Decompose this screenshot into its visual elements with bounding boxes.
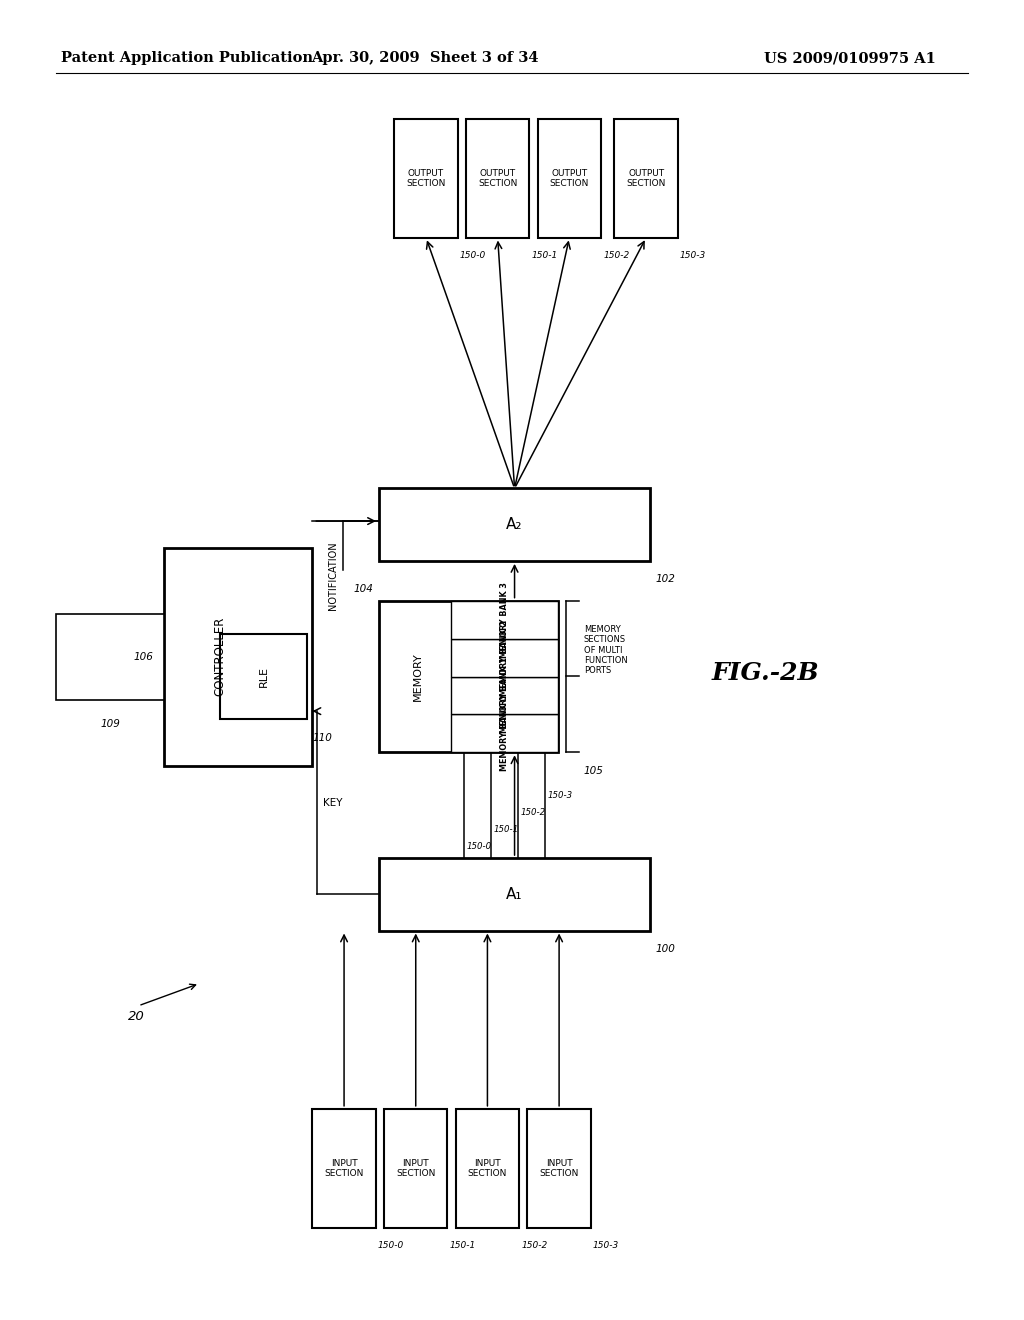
Text: OUTPUT
SECTION: OUTPUT SECTION [550, 169, 589, 187]
Text: OUTPUT
SECTION: OUTPUT SECTION [627, 169, 666, 187]
Text: 150-2: 150-2 [603, 251, 630, 260]
Bar [451, 714, 558, 752]
Bar [384, 1109, 447, 1228]
Text: 150-0: 150-0 [460, 251, 486, 260]
Bar [456, 1109, 519, 1228]
Text: OUTPUT
SECTION: OUTPUT SECTION [478, 169, 517, 187]
Text: A₂: A₂ [506, 517, 523, 532]
Text: INPUT
SECTION: INPUT SECTION [540, 1159, 579, 1177]
Text: MEMORY
SECTIONS
OF MULTI
FUNCTION
PORTS: MEMORY SECTIONS OF MULTI FUNCTION PORTS [584, 624, 628, 676]
Text: 105: 105 [584, 766, 603, 776]
Bar [220, 634, 307, 719]
Text: 20: 20 [128, 1010, 144, 1023]
Text: 150-3: 150-3 [593, 1241, 620, 1250]
Text: NOTIFICATION: NOTIFICATION [328, 541, 338, 610]
Text: 104: 104 [354, 583, 374, 594]
Text: Patent Application Publication: Patent Application Publication [61, 51, 313, 65]
Bar [451, 601, 558, 639]
Text: 150-0: 150-0 [467, 842, 493, 851]
Text: MEMORY BANK 0: MEMORY BANK 0 [500, 696, 509, 771]
Text: MEMORY: MEMORY [414, 652, 423, 701]
Text: Apr. 30, 2009  Sheet 3 of 34: Apr. 30, 2009 Sheet 3 of 34 [311, 51, 539, 65]
Bar [451, 639, 558, 676]
Bar [379, 858, 650, 931]
Text: 106: 106 [134, 652, 154, 661]
Bar [379, 488, 650, 561]
Text: 150-0: 150-0 [378, 1241, 404, 1250]
Text: KEY: KEY [323, 797, 342, 808]
Bar [312, 1109, 376, 1228]
Bar [164, 548, 312, 766]
Text: 150-3: 150-3 [548, 791, 572, 800]
Bar [466, 119, 529, 238]
Text: OUTPUT
SECTION: OUTPUT SECTION [407, 169, 445, 187]
Text: MEMORY BANK 3: MEMORY BANK 3 [500, 582, 509, 657]
Text: RLE: RLE [259, 667, 268, 686]
Text: INPUT
SECTION: INPUT SECTION [325, 1159, 364, 1177]
Text: INPUT
SECTION: INPUT SECTION [468, 1159, 507, 1177]
Text: US 2009/0109975 A1: US 2009/0109975 A1 [764, 51, 936, 65]
Bar [538, 119, 601, 238]
Text: FIG.-2B: FIG.-2B [712, 661, 819, 685]
Text: MEMORY BANK 1: MEMORY BANK 1 [500, 657, 509, 734]
Bar [451, 676, 558, 714]
Bar [614, 119, 678, 238]
Text: 150-3: 150-3 [680, 251, 707, 260]
Text: 109: 109 [100, 719, 120, 730]
Text: 110: 110 [312, 733, 332, 743]
Text: INPUT
SECTION: INPUT SECTION [396, 1159, 435, 1177]
Text: 150-2: 150-2 [521, 808, 546, 817]
Text: 100: 100 [655, 944, 675, 954]
Bar [527, 1109, 591, 1228]
Text: 150-2: 150-2 [521, 1241, 548, 1250]
Bar [56, 614, 164, 700]
Bar [379, 601, 558, 752]
Text: 150-1: 150-1 [450, 1241, 476, 1250]
Text: A₁: A₁ [506, 887, 523, 902]
Bar [394, 119, 458, 238]
Text: 102: 102 [655, 574, 675, 585]
Text: 150-1: 150-1 [531, 251, 558, 260]
Text: MEMORY BANK 2: MEMORY BANK 2 [500, 619, 509, 696]
Text: 150-1: 150-1 [494, 825, 519, 834]
Text: CONTROLLER: CONTROLLER [214, 616, 226, 697]
